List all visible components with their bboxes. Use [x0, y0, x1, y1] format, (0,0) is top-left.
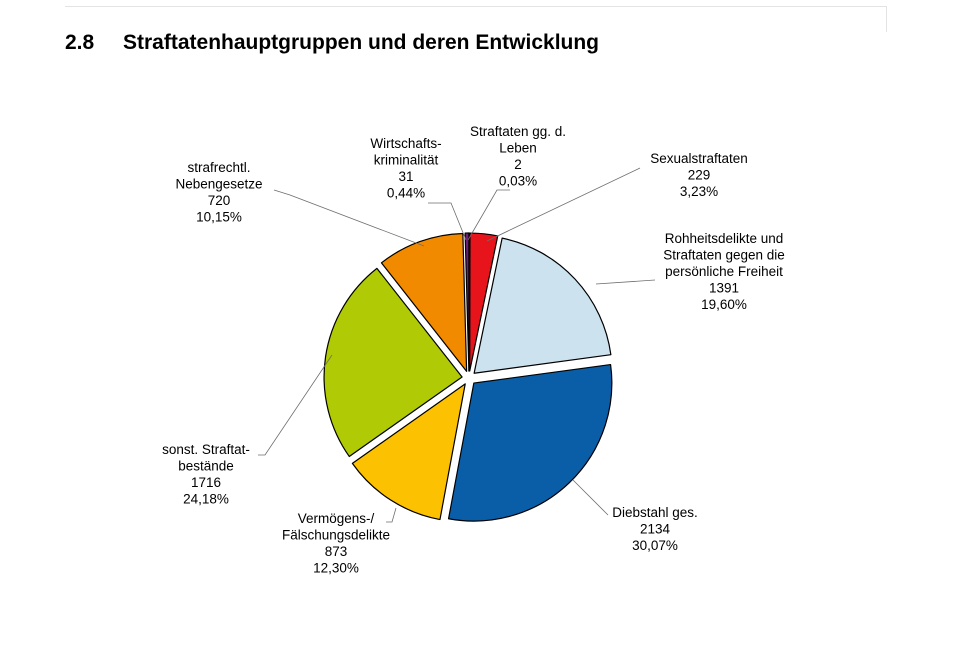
- slice-name-label: Leben: [499, 141, 537, 156]
- slice-value-label: 720: [208, 193, 231, 208]
- leader-line-3: [595, 279, 656, 285]
- slice-value-label: 31: [398, 169, 413, 184]
- slice-label-2: Sexualstraftaten 229 3,23%: [650, 151, 748, 199]
- slice-name-label: Wirtschafts-: [370, 136, 441, 151]
- leader-line-8: [428, 202, 467, 241]
- page-frame-rule: [65, 6, 887, 32]
- slice-value-label: 1391: [709, 281, 739, 296]
- slice-name-label: Rohheitsdelikte und: [665, 231, 784, 246]
- slice-label-7: strafrechtl. Nebengesetze 720 10,15%: [175, 160, 262, 225]
- pie-slice-7: [380, 232, 468, 373]
- section-title: Straftatenhauptgruppen und deren Entwick…: [123, 31, 600, 54]
- pie-slice-8: [464, 232, 470, 372]
- slice-percent-label: 10,15%: [196, 210, 242, 225]
- slice-label-4: Diebstahl ges. 2134 30,07%: [612, 505, 698, 553]
- pie-slices: [323, 232, 613, 522]
- slice-percent-label: 0,44%: [387, 186, 425, 201]
- slice-value-label: 2134: [640, 522, 671, 537]
- slice-name-label: Straftaten gg. d.: [470, 124, 566, 139]
- pie-slice-5: [351, 383, 466, 521]
- slice-value-label: 2: [514, 157, 522, 172]
- leader-line-2: [486, 167, 641, 242]
- slice-value-label: 873: [325, 544, 348, 559]
- slice-label-3: Rohheitsdelikte und Straftaten gegen die p…: [663, 231, 785, 312]
- slice-label-6: sonst. Straftat-bestände 1716 24,18%: [162, 442, 250, 507]
- slice-label-8: Wirtschafts-kriminalität 31 0,44%: [370, 136, 441, 201]
- slice-percent-label: 19,60%: [701, 297, 747, 312]
- slice-percent-label: 12,30%: [313, 561, 359, 576]
- pie-slice-3: [473, 237, 612, 374]
- leader-line-7: [273, 189, 425, 247]
- slice-name-label: Diebstahl ges.: [612, 505, 698, 520]
- slice-percent-label: 24,18%: [183, 492, 229, 507]
- slice-value-label: 1716: [191, 475, 221, 490]
- slice-name-label: Straftaten gegen die: [663, 248, 785, 263]
- slice-label-1: Straftaten gg. d. Leben 2 0,03%: [470, 124, 566, 189]
- slice-percent-label: 0,03%: [499, 174, 537, 189]
- slice-name-label: Fälschungsdelikte: [282, 528, 390, 543]
- slice-percent-label: 30,07%: [632, 538, 678, 553]
- slice-labels: Straftaten gg. d. Leben 2 0,03% Sexualstraft…: [162, 124, 785, 576]
- slice-percent-label: 3,23%: [680, 184, 718, 199]
- leader-line-1: [467, 189, 510, 241]
- slice-name-label: strafrechtl.: [187, 160, 250, 175]
- leader-line-5: [386, 507, 397, 523]
- section-heading: 2.8 Straftatenhauptgruppen und deren Entw…: [65, 31, 599, 55]
- leader-line-6: [258, 354, 333, 456]
- slice-value-label: 229: [688, 168, 711, 183]
- slice-name-label: Sexualstraftaten: [650, 151, 748, 166]
- leader-line-4: [572, 479, 609, 516]
- slice-name-label: persönliche Freiheit: [665, 264, 783, 279]
- pie-slice-4: [447, 363, 613, 522]
- slice-name-label: Vermögens-/: [298, 511, 375, 526]
- slice-name-label: bestände: [178, 459, 234, 474]
- slice-label-5: Vermögens-/ Fälschungsdelikte 873 12,30%: [282, 511, 390, 576]
- pie-slice-6: [323, 267, 463, 458]
- slice-name-label: sonst. Straftat-: [162, 442, 250, 457]
- slice-name-label: kriminalität: [374, 153, 439, 168]
- leader-lines: [258, 167, 656, 523]
- slice-name-label: Nebengesetze: [175, 177, 262, 192]
- section-number: 2.8: [65, 31, 95, 54]
